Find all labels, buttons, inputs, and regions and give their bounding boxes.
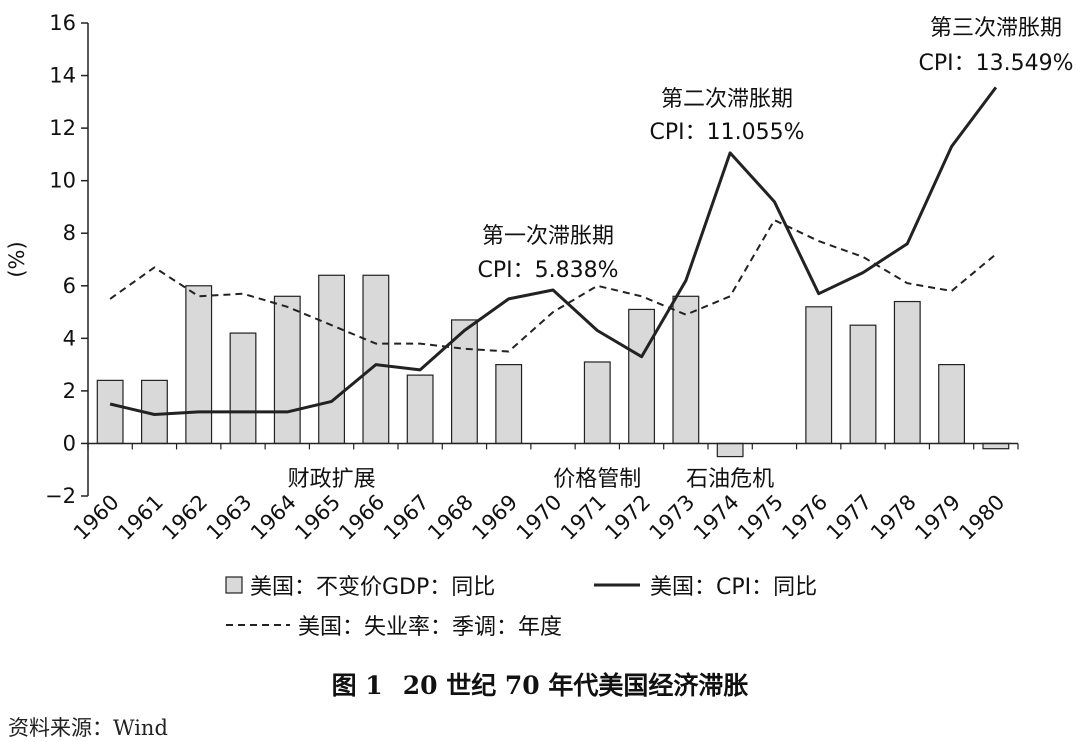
x-tick-label: 1964 <box>246 490 301 545</box>
gdp-bar <box>229 332 257 445</box>
gdp-bar <box>273 295 301 445</box>
x-tick-label: 1974 <box>689 490 744 545</box>
x-tick-label: 1973 <box>645 490 700 545</box>
x-tick-label: 1976 <box>777 490 832 545</box>
legend-label-unemployment: 美国：失业率：季调：年度 <box>298 615 562 640</box>
x-tick-label: 1978 <box>866 490 921 545</box>
y-tick-label: 14 <box>49 64 76 88</box>
x-tick-label: 1968 <box>423 490 478 545</box>
gdp-bars <box>96 274 1010 458</box>
x-tick-label: 1963 <box>202 490 257 545</box>
stagflation-title: 第三次滞胀期 <box>930 16 1062 41</box>
series-lines <box>109 86 998 416</box>
gdp-bar <box>318 274 346 445</box>
source-note: 资料来源：Wind <box>8 716 168 740</box>
x-tick-label: 1972 <box>600 490 655 545</box>
y-tick-label: 16 <box>49 11 76 35</box>
caption-prefix: 图 1 <box>331 671 383 700</box>
legend-label-cpi: 美国：CPI：同比 <box>650 575 817 600</box>
y-tick-label: 12 <box>49 116 76 140</box>
policy-label: 石油危机 <box>686 467 774 492</box>
gdp-bar <box>185 285 213 445</box>
y-tick-label: 2 <box>63 379 76 403</box>
x-tick-label: 1960 <box>69 490 124 545</box>
x-tick-label: 1961 <box>113 490 168 545</box>
gdp-bar <box>672 295 700 445</box>
gdp-bar <box>805 306 833 445</box>
stagflation-cpi: CPI：11.055% <box>650 120 805 145</box>
x-tick-label: 1970 <box>512 490 567 545</box>
gdp-bar <box>406 374 434 445</box>
stagflation-title: 第二次滞胀期 <box>661 87 793 112</box>
x-tick-label: 1971 <box>556 490 611 545</box>
y-tick-label: −2 <box>45 484 76 508</box>
caption-title: 20 世纪 70 年代美国经济滞胀 <box>402 671 749 700</box>
stagflation-cpi: CPI：5.838% <box>477 258 618 283</box>
legend-swatch-gdp <box>225 576 243 594</box>
policy-label: 财政扩展 <box>288 467 376 492</box>
x-tick-label: 1975 <box>733 490 788 545</box>
gdp-bar <box>450 319 478 445</box>
gdp-bar <box>362 274 390 445</box>
annotations: 第一次滞胀期 CPI：5.838% 第二次滞胀期 CPI：11.055% 第三次滞胀期 C… <box>288 16 1074 492</box>
y-tick-label: 4 <box>63 326 76 350</box>
x-tick-label: 1980 <box>955 490 1010 545</box>
unemployment-line <box>109 219 997 353</box>
gdp-bar <box>628 308 656 445</box>
x-tick-label: 1966 <box>335 490 390 545</box>
gdp-bar <box>982 442 1010 450</box>
gdp-bar <box>583 361 611 445</box>
x-tick-label: 1969 <box>467 490 522 545</box>
y-axis-label: (%) <box>5 241 29 277</box>
y-tick-label: 8 <box>63 221 76 245</box>
y-tick-label: 0 <box>63 431 76 455</box>
stagflation-title: 第一次滞胀期 <box>482 224 614 249</box>
gdp-bar <box>893 300 921 445</box>
legend-label-gdp: 美国：不变价GDP：同比 <box>250 575 495 600</box>
gdp-bar <box>495 364 523 445</box>
chart: −20246810121416(%)1960196119621963196419… <box>5 11 1074 640</box>
gdp-bar <box>849 324 877 445</box>
y-tick-label: 10 <box>49 169 76 193</box>
policy-label: 价格管制 <box>553 467 641 492</box>
x-tick-label: 1967 <box>379 490 434 545</box>
x-tick-label: 1965 <box>290 490 345 545</box>
figure-caption: 图 1 20 世纪 70 年代美国经济滞胀 <box>0 666 1080 702</box>
x-tick-label: 1979 <box>910 490 965 545</box>
gdp-bar <box>716 442 744 458</box>
gdp-bar <box>96 379 124 445</box>
x-tick-label: 1962 <box>157 490 212 545</box>
x-tick-label: 1977 <box>822 490 877 545</box>
gdp-bar <box>938 364 966 445</box>
stagflation-cpi: CPI：13.549% <box>919 51 1074 76</box>
cpi-line <box>109 86 998 416</box>
y-tick-label: 6 <box>63 274 76 298</box>
